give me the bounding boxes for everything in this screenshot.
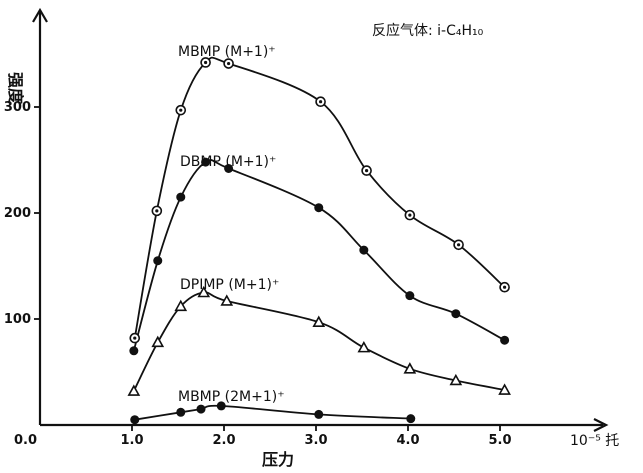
- series-curves: [132, 56, 506, 421]
- data-point: [224, 163, 234, 173]
- series-label-mbmp-m1: MBMP (M+1)⁺: [178, 44, 276, 60]
- series-line-1: [132, 159, 506, 352]
- data-point: [315, 96, 326, 107]
- data-point: [129, 346, 139, 356]
- data-point: [312, 315, 326, 327]
- y-axis-arrow: [32, 7, 48, 23]
- data-point: [220, 294, 234, 306]
- data-point: [200, 57, 211, 68]
- y-tick-label: 300: [4, 100, 31, 115]
- data-point: [404, 209, 416, 221]
- data-point: [176, 407, 186, 417]
- x-axis-arrow: [593, 418, 609, 432]
- series-label-dbmp-m1: DBMP (M+1)⁺: [180, 154, 276, 170]
- data-point: [405, 291, 415, 301]
- data-point: [223, 58, 234, 69]
- data-point: [153, 256, 163, 266]
- x-tick-label: 3.0: [304, 433, 327, 448]
- labels: 0.0 强度 压力 10⁻⁵ 托 反应气体: i-C₄H₁₀ MBMP (M+1…: [6, 22, 619, 469]
- data-point: [500, 335, 510, 345]
- x-tick-label: 2.0: [212, 433, 235, 448]
- x-tick-label: 4.0: [396, 433, 419, 448]
- x-axis-unit: 10⁻⁵ 托: [570, 433, 619, 449]
- series-line-0: [133, 56, 506, 339]
- data-point: [359, 245, 369, 255]
- x-axis-title: 压力: [262, 450, 294, 469]
- x-tick-label: 1.0: [120, 433, 143, 448]
- series-label-dpimp-m1: DPIMP (M+1)⁺: [180, 277, 279, 293]
- data-point: [151, 205, 163, 217]
- data-point: [499, 281, 510, 293]
- data-point: [361, 165, 372, 176]
- ticks: 1.0 2.0 3.0 4.0 5.0 100 200 300: [4, 100, 512, 448]
- data-point: [196, 404, 206, 414]
- annotation-reaction-gas: 反应气体: i-C₄H₁₀: [372, 22, 484, 39]
- y-tick-label: 100: [4, 312, 31, 327]
- data-point: [201, 157, 211, 167]
- data-point: [174, 299, 188, 312]
- x-tick-label: 5.0: [488, 433, 511, 448]
- data-point: [357, 340, 371, 353]
- data-point: [314, 203, 324, 213]
- data-point: [453, 239, 464, 251]
- series-line-3: [134, 404, 411, 421]
- y-axis-title: 强度: [6, 72, 25, 105]
- data-point: [197, 285, 211, 298]
- data-point: [129, 332, 141, 344]
- series-label-mbmp-2m1: MBMP (2M+1)⁺: [178, 389, 285, 405]
- data-point: [406, 414, 416, 424]
- data-point: [127, 384, 141, 396]
- data-point: [449, 373, 463, 386]
- data-point: [403, 362, 417, 374]
- data-point: [498, 383, 511, 395]
- series-markers: [127, 57, 511, 425]
- axes: [32, 7, 609, 432]
- origin-label: 0.0: [14, 433, 37, 448]
- series-line-2: [132, 291, 505, 392]
- y-tick-label: 200: [4, 206, 31, 221]
- data-point: [151, 335, 165, 348]
- data-point: [130, 415, 140, 425]
- data-point: [451, 309, 461, 319]
- data-point: [175, 104, 187, 116]
- data-point: [176, 192, 186, 202]
- data-point: [216, 401, 226, 411]
- data-point: [314, 409, 324, 419]
